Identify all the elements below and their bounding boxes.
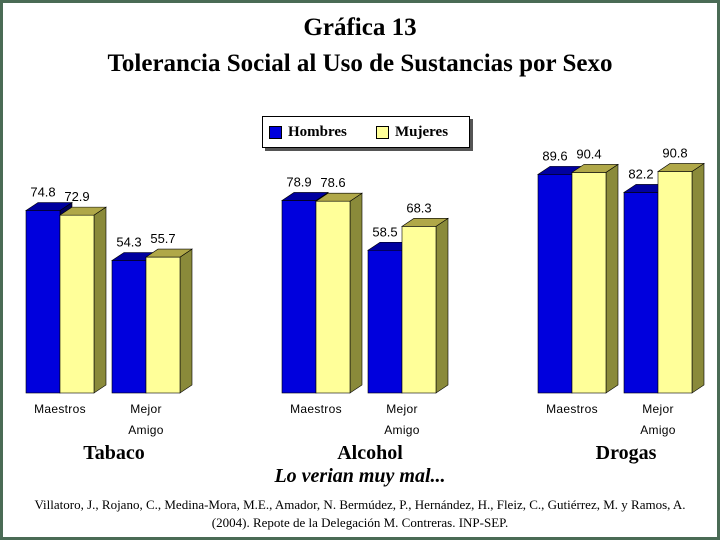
- category-label-drogas-mejor-amigo-line1: Mejor: [642, 402, 674, 416]
- data-label-drogas-mejor-amigo-mujeres: 90.8: [662, 145, 687, 160]
- bar-alcohol-mejor-amigo-mujeres: [401, 226, 437, 394]
- data-label-tabaco-mejor-amigo-mujeres: 55.7: [150, 231, 175, 246]
- data-label-alcohol-mejor-amigo-hombres: 58.5: [372, 224, 397, 239]
- data-label-drogas-mejor-amigo-hombres: 82.2: [628, 166, 653, 181]
- group-label-tabaco: Tabaco: [83, 442, 145, 464]
- bar-side-alcohol-mejor-amigo-mujeres: [435, 217, 449, 394]
- bar-alcohol-mejor-amigo-hombres: [367, 249, 403, 394]
- bar-alcohol-maestros-mujeres: [315, 200, 351, 394]
- bar-tabaco-maestros-hombres: [25, 210, 61, 394]
- source-citation: Villatoro, J., Rojano, C., Medina-Mora, …: [34, 497, 686, 530]
- bar-side-alcohol-maestros-mujeres: [349, 192, 363, 394]
- legend-swatch-hombres: [269, 126, 282, 139]
- category-label-alcohol-maestros: Maestros: [290, 402, 342, 416]
- legend: Hombres Mujeres: [262, 116, 470, 148]
- group-label-drogas: Drogas: [596, 442, 657, 464]
- bar-top-tabaco-maestros-mujeres: [59, 206, 107, 216]
- group-label-alcohol: Alcohol: [337, 442, 403, 464]
- chart-title: Gráfica 13: [303, 14, 417, 41]
- data-label-alcohol-mejor-amigo-mujeres: 68.3: [406, 200, 431, 215]
- data-label-drogas-maestros-hombres: 89.6: [542, 148, 567, 163]
- chart-subtitle: Tolerancia Social al Uso de Sustancias p…: [107, 50, 613, 77]
- category-label-alcohol-mejor-amigo-line2: Amigo: [384, 423, 420, 437]
- bar-top-alcohol-maestros-mujeres: [315, 192, 363, 202]
- bar-alcohol-maestros-hombres: [281, 200, 317, 394]
- bar-drogas-maestros-hombres: [537, 174, 573, 394]
- bar-drogas-maestros-mujeres: [571, 172, 607, 394]
- category-label-drogas-mejor-amigo-line2: Amigo: [640, 423, 676, 437]
- category-label-tabaco-maestros: Maestros: [34, 402, 86, 416]
- bar-side-tabaco-maestros-mujeres: [93, 206, 107, 394]
- bar-top-alcohol-maestros-hombres: [281, 192, 329, 201]
- bar-tabaco-mejor-amigo-mujeres: [145, 256, 181, 394]
- bar-top-drogas-mejor-amigo-mujeres: [657, 163, 705, 172]
- data-label-tabaco-mejor-amigo-hombres: 54.3: [116, 235, 141, 250]
- bar-drogas-mejor-amigo-mujeres: [657, 171, 693, 394]
- bar-top-tabaco-maestros-hombres: [25, 202, 73, 211]
- bar-tabaco-mejor-amigo-hombres: [111, 260, 147, 394]
- bar-top-tabaco-mejor-amigo-mujeres: [145, 248, 193, 258]
- legend-label-mujeres: Mujeres: [395, 124, 449, 140]
- bar-tabaco-maestros-mujeres: [59, 214, 95, 394]
- category-label-drogas-maestros: Maestros: [546, 402, 598, 416]
- category-label-tabaco-mejor-amigo-line2: Amigo: [128, 423, 164, 437]
- chart-note: Lo verian muy mal...: [274, 465, 446, 487]
- bar-side-drogas-mejor-amigo-mujeres: [691, 162, 705, 394]
- bar-side-tabaco-mejor-amigo-mujeres: [179, 248, 193, 394]
- data-label-tabaco-maestros-mujeres: 72.9: [64, 189, 89, 204]
- data-label-drogas-maestros-mujeres: 90.4: [576, 146, 601, 161]
- legend-label-hombres: Hombres: [288, 124, 347, 140]
- legend-swatch-mujeres: [376, 126, 389, 139]
- bar-top-drogas-maestros-mujeres: [571, 164, 619, 173]
- bar-drogas-mejor-amigo-hombres: [623, 192, 659, 394]
- bar-top-alcohol-mejor-amigo-mujeres: [401, 218, 449, 227]
- bar-side-drogas-maestros-mujeres: [605, 163, 619, 394]
- category-label-alcohol-mejor-amigo-line1: Mejor: [386, 402, 418, 416]
- data-label-alcohol-maestros-mujeres: 78.6: [320, 175, 345, 190]
- data-label-tabaco-maestros-hombres: 74.8: [30, 184, 55, 199]
- data-label-alcohol-maestros-hombres: 78.9: [286, 174, 311, 189]
- category-label-tabaco-mejor-amigo-line1: Mejor: [130, 402, 162, 416]
